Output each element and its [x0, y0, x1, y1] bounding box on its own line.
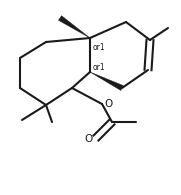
Text: O: O [104, 99, 112, 109]
Polygon shape [90, 72, 123, 90]
Text: or1: or1 [93, 64, 106, 73]
Text: O: O [85, 134, 93, 144]
Text: or1: or1 [93, 43, 106, 52]
Polygon shape [58, 16, 90, 38]
